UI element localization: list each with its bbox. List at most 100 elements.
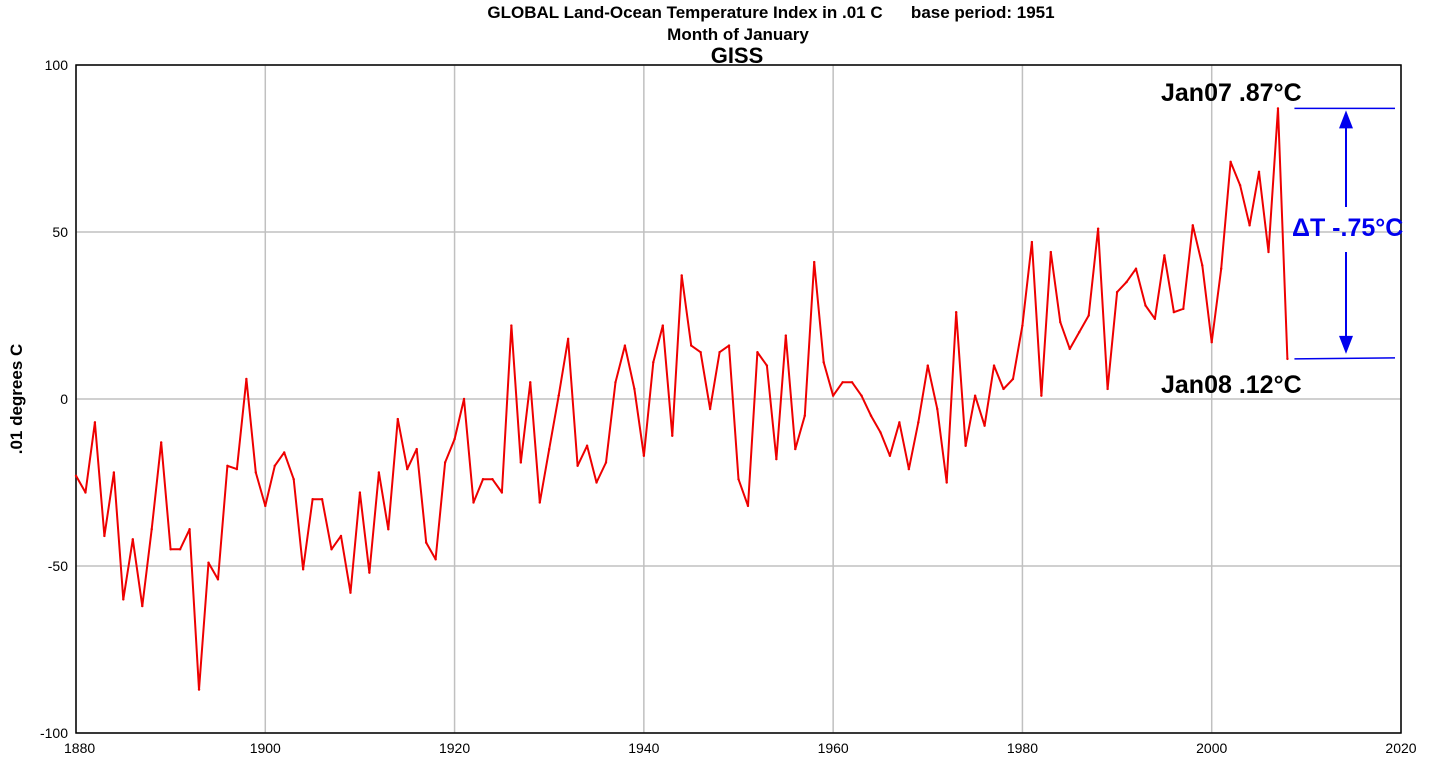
data-point xyxy=(822,361,825,364)
data-point xyxy=(585,444,589,447)
data-point xyxy=(472,501,475,504)
data-point xyxy=(1172,310,1176,314)
data-point xyxy=(784,334,788,337)
data-point xyxy=(765,364,769,367)
data-point xyxy=(141,604,144,608)
data-point xyxy=(1153,317,1157,321)
data-point xyxy=(264,504,267,508)
data-point xyxy=(122,598,125,601)
data-point xyxy=(604,461,608,464)
data-point xyxy=(396,417,399,421)
data-point xyxy=(443,461,447,464)
data-point xyxy=(103,534,106,538)
data-point xyxy=(945,481,948,484)
data-point xyxy=(178,548,182,551)
data-point xyxy=(93,421,97,424)
data-point xyxy=(879,431,882,434)
data-point xyxy=(1276,107,1280,110)
data-point xyxy=(368,571,371,574)
data-point xyxy=(1229,160,1232,164)
data-point xyxy=(983,424,986,427)
x-tick-label: 1880 xyxy=(64,740,95,756)
x-tick-label: 1960 xyxy=(818,740,849,756)
data-point xyxy=(481,477,485,481)
data-point xyxy=(462,397,466,401)
data-point xyxy=(74,474,78,478)
data-point xyxy=(850,381,854,384)
data-point xyxy=(926,364,929,367)
y-tick-label: 50 xyxy=(52,224,68,240)
data-point xyxy=(1134,267,1138,270)
data-point xyxy=(954,310,958,314)
data-point xyxy=(131,538,134,541)
data-point xyxy=(576,464,579,467)
data-point xyxy=(1163,254,1166,257)
data-point xyxy=(529,381,532,384)
data-point xyxy=(548,447,551,451)
data-point xyxy=(406,467,409,471)
data-point xyxy=(803,414,806,417)
data-point xyxy=(737,477,740,481)
data-point xyxy=(330,548,333,551)
data-point xyxy=(1011,377,1015,381)
data-point xyxy=(1087,314,1090,317)
data-point xyxy=(813,260,816,264)
data-point xyxy=(301,568,305,571)
data-point xyxy=(349,591,352,594)
y-axis-label: .01 degrees C xyxy=(7,344,26,455)
data-point xyxy=(188,528,191,531)
delta-arrow-up-head xyxy=(1339,110,1353,129)
data-point xyxy=(642,454,646,457)
data-point xyxy=(680,274,683,277)
data-point xyxy=(84,491,87,494)
data-point xyxy=(1210,341,1213,344)
data-point xyxy=(150,528,153,531)
data-point xyxy=(1286,357,1289,361)
data-point xyxy=(226,464,229,467)
data-point xyxy=(633,387,636,391)
delta-annotation: Jan07 .87°C Jan08 .12°C ΔT -.75°C xyxy=(1161,79,1403,399)
data-point xyxy=(708,407,712,411)
data-point xyxy=(1068,347,1071,351)
data-point xyxy=(1144,304,1147,307)
data-point xyxy=(623,344,627,347)
data-point xyxy=(510,324,513,327)
data-point xyxy=(661,324,664,327)
data-point xyxy=(992,364,996,367)
plot-area-frame xyxy=(75,64,1402,734)
data-point xyxy=(699,351,702,354)
data-point xyxy=(491,477,494,481)
data-point xyxy=(775,457,778,461)
data-point xyxy=(746,504,750,508)
data-point xyxy=(387,528,390,531)
data-point xyxy=(339,534,343,538)
data-point xyxy=(292,477,295,481)
data-point xyxy=(159,441,163,444)
data-point xyxy=(254,471,258,474)
data-point xyxy=(1267,250,1270,254)
data-point xyxy=(917,421,920,424)
data-point xyxy=(1201,264,1204,267)
data-point xyxy=(1030,240,1034,244)
data-point xyxy=(1182,307,1185,311)
data-point xyxy=(831,394,835,397)
data-point xyxy=(311,498,314,501)
x-tick-labels: 1880 1900 1920 1940 1960 1980 2000 2020 xyxy=(64,740,1417,756)
data-point xyxy=(964,444,967,447)
data-point xyxy=(756,351,759,354)
x-tick-label: 1980 xyxy=(1007,740,1038,756)
data-point xyxy=(936,407,939,411)
y-tick-label: 0 xyxy=(60,391,68,407)
chart-subtitle: Month of January xyxy=(667,25,809,44)
data-point xyxy=(595,481,598,484)
data-point xyxy=(216,578,220,581)
data-point xyxy=(453,437,456,441)
data-point xyxy=(197,688,201,691)
data-point xyxy=(1049,250,1053,254)
data-point xyxy=(235,467,239,471)
chart-title: GLOBAL Land-Ocean Temperature Index in .… xyxy=(487,3,1054,22)
data-point xyxy=(358,491,362,494)
data-point xyxy=(614,381,617,384)
x-tick-label: 2020 xyxy=(1385,740,1416,756)
